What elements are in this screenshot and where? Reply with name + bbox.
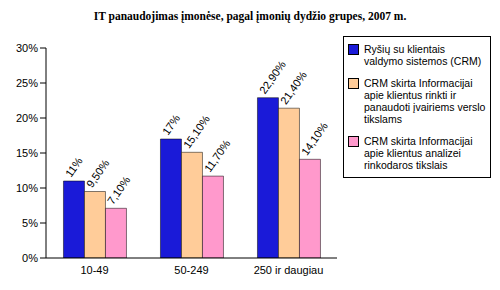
- svg-text:11%: 11%: [63, 155, 85, 179]
- svg-text:22,90%: 22,90%: [256, 58, 288, 96]
- html-text:IT panaudojimas įmonėse, pagal: IT panaudojimas įmonėse, pagal įmonių dy…: [93, 10, 407, 22]
- svg-text:7,10%: 7,10%: [105, 174, 133, 207]
- svg-text:30%: 30%: [16, 42, 38, 54]
- svg-text:11,70%: 11,70%: [202, 137, 233, 174]
- html-text:CRM skirta Informacijai apie k: CRM skirta Informacijai apie klientus ri…: [364, 77, 486, 125]
- svg-text:21,40%: 21,40%: [278, 69, 309, 107]
- svg-text:20%: 20%: [16, 112, 38, 124]
- svg-text:9,50%: 9,50%: [84, 157, 112, 190]
- svg-text:0%: 0%: [22, 252, 38, 264]
- svg-text:15,10%: 15,10%: [181, 113, 212, 151]
- svg-text:17%: 17%: [160, 112, 183, 137]
- svg-text:250 ir daugiau: 250 ir daugiau: [254, 264, 324, 276]
- svg-text:10-49: 10-49: [80, 264, 108, 276]
- svg-text:15%: 15%: [16, 147, 38, 159]
- svg-text:25%: 25%: [16, 77, 38, 89]
- html-text:CRM skirta Informacijai apie k: CRM skirta Informacijai apie klientus an…: [364, 135, 473, 171]
- svg-text:14,10%: 14,10%: [299, 120, 330, 158]
- html-text:Ryšių su klientais valdymo sis: Ryšių su klientais valdymo sistemos (CRM…: [364, 43, 482, 67]
- svg-text:10%: 10%: [16, 182, 38, 194]
- svg-text:5%: 5%: [22, 217, 38, 229]
- svg-text:50-249: 50-249: [174, 264, 208, 276]
